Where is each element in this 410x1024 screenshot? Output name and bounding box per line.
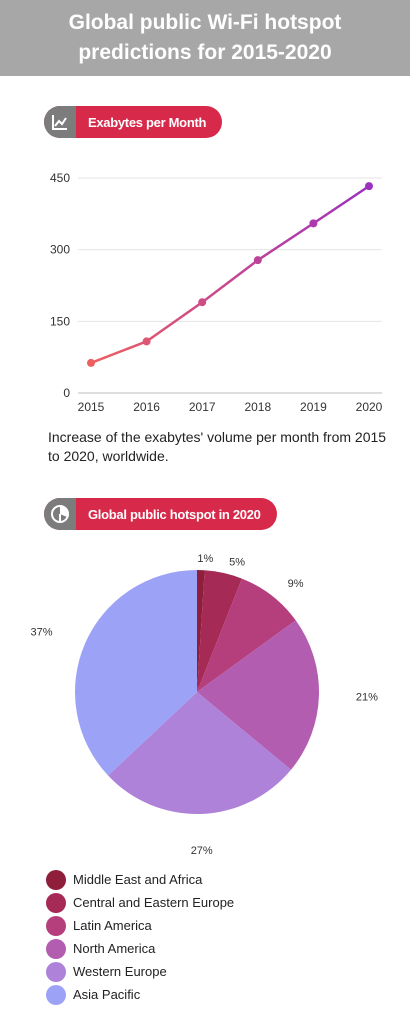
legend-label: Latin America (73, 918, 152, 933)
pie-chart-icon (44, 498, 76, 530)
x-tick-label: 2019 (300, 400, 327, 414)
x-tick-label: 2018 (244, 400, 271, 414)
slice-label: 27% (191, 845, 213, 857)
pie-chart: 1% 5% 9% 21% 27% 37% (30, 553, 378, 857)
pie-slice (197, 620, 319, 770)
pie-slice (74, 570, 197, 776)
section-label: Exabytes per Month (88, 114, 207, 130)
legend-item: Asia Pacific (46, 983, 234, 1006)
legend-item: Middle East and Africa (46, 868, 234, 891)
legend-label: Middle East and Africa (73, 872, 203, 887)
x-tick-label: 2015 (78, 400, 105, 414)
pie-legend: Middle East and Africa Central and Easter… (46, 868, 234, 1006)
data-point (87, 358, 95, 367)
section-pill-hotspot: Global public hotspot in 2020 (44, 498, 277, 530)
legend-swatch (46, 938, 66, 959)
line-chart-icon (44, 106, 76, 138)
legend-swatch (46, 961, 66, 982)
data-point (365, 182, 373, 191)
legend-item: North America (46, 937, 234, 960)
pie-slice (108, 692, 292, 814)
slice-label: 1% (197, 553, 213, 565)
x-tick-label: 2016 (133, 400, 160, 414)
legend-item: Latin America (46, 914, 234, 937)
data-point (253, 256, 262, 265)
page-title: Global public Wi-Fi hotspot predictions … (68, 11, 342, 64)
section-label: Global public hotspot in 2020 (88, 506, 261, 522)
legend-swatch (46, 869, 66, 890)
data-point (198, 298, 207, 307)
header-banner: Global public Wi-Fi hotspot predictions … (0, 0, 410, 76)
legend-swatch (46, 984, 66, 1005)
legend-item: Central and Eastern Europe (46, 891, 234, 914)
slice-label: 5% (229, 556, 245, 568)
chart-caption: Increase of the exabytes' volume per mon… (48, 429, 387, 464)
legend-label: Western Europe (73, 964, 167, 979)
data-point (142, 337, 151, 346)
series-line (90, 185, 370, 365)
section-pill-exabytes: Exabytes per Month (44, 106, 223, 138)
legend-item: Western Europe (46, 960, 234, 983)
legend-label: Central and Eastern Europe (73, 895, 235, 910)
y-tick-label: 300 (50, 243, 70, 257)
y-tick-label: 450 (50, 171, 70, 185)
data-point (309, 219, 318, 228)
pie-slice (197, 578, 296, 692)
legend-swatch (46, 892, 66, 913)
x-tick-label: 2017 (189, 400, 216, 414)
legend-label: Asia Pacific (73, 987, 141, 1002)
pie-slice (197, 570, 205, 692)
y-tick-label: 150 (50, 314, 70, 328)
pie-slice (197, 570, 242, 692)
line-chart: 0 150 300 450 2015 2016 2017 2018 2019 2020 (50, 171, 383, 414)
slice-label: 37% (30, 627, 52, 639)
y-tick-label: 0 (63, 386, 70, 400)
slice-label: 9% (288, 578, 304, 590)
legend-label: North America (73, 941, 156, 956)
legend-swatch (46, 915, 66, 936)
x-tick-label: 2020 (356, 400, 383, 414)
slice-label: 21% (356, 692, 378, 704)
